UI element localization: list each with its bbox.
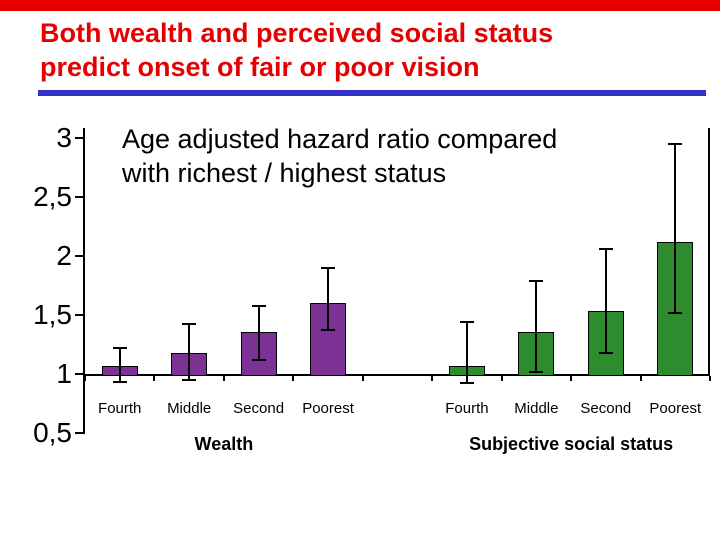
plot-right-border-line (708, 128, 710, 376)
error-bar-cap (182, 378, 197, 381)
error-bar-cap (321, 266, 336, 269)
error-bar-line (118, 348, 121, 383)
slide-title-line-1: Both wealth and perceived social status (40, 18, 554, 48)
x-axis-tick (570, 376, 573, 381)
error-bar-cap (251, 304, 266, 307)
top-red-bar (0, 0, 720, 11)
slide-title: Both wealth and perceived social status … (40, 16, 553, 84)
group-label: Subjective social status (469, 434, 674, 454)
chart-annotation-line-2: with richest / highest status (122, 158, 447, 188)
error-bar-line (188, 324, 191, 380)
category-label: Middle (167, 400, 212, 417)
x-axis-tick (153, 376, 156, 381)
error-bar-cap (668, 311, 683, 314)
slide-title-line-2: predict onset of fair or poor vision (40, 52, 480, 82)
error-bar-line (604, 248, 607, 353)
y-axis-tick (75, 432, 83, 434)
category-label: Poorest (302, 400, 354, 417)
x-axis-tick (431, 376, 434, 381)
y-tick-label: 2,5 (33, 181, 72, 212)
error-bar-cap (459, 321, 474, 324)
error-bar-cap (112, 347, 127, 350)
y-axis-line (83, 128, 85, 434)
group-label: Wealth (194, 434, 254, 454)
error-bar-cap (251, 358, 266, 361)
y-axis-tick (75, 255, 83, 257)
x-axis-tick (709, 376, 711, 381)
x-axis-line (83, 374, 710, 376)
x-axis-tick (361, 376, 364, 381)
y-tick-label: 1,5 (33, 299, 72, 330)
error-bar-cap (321, 329, 336, 332)
x-axis-tick (500, 376, 503, 381)
error-bar-cap (529, 370, 544, 373)
category-label: Second (580, 400, 632, 417)
chart-annotation-line-1: Age adjusted hazard ratio compared (122, 124, 558, 154)
error-bar-line (257, 305, 260, 360)
y-tick-label: 1 (56, 358, 72, 389)
category-label: Fourth (98, 400, 142, 417)
error-bar-cap (182, 323, 197, 326)
category-label: Poorest (649, 400, 702, 417)
y-tick-label: 0,5 (33, 417, 72, 448)
x-axis-tick (292, 376, 295, 381)
error-bar-cap (598, 247, 613, 250)
y-axis-tick (75, 373, 83, 375)
category-label: Second (233, 400, 285, 417)
error-bar-line (535, 280, 538, 372)
title-underline (38, 90, 706, 96)
y-axis-tick (75, 314, 83, 316)
chart-annotation: Age adjusted hazard ratio compared with … (122, 122, 557, 190)
y-axis-tick (75, 196, 83, 198)
error-bar-cap (529, 279, 544, 282)
y-tick-label: 2 (56, 240, 72, 271)
error-bar-cap (598, 351, 613, 354)
y-axis-tick (75, 137, 83, 139)
error-bar-line (465, 322, 468, 384)
x-axis-tick (639, 376, 642, 381)
bar (310, 303, 347, 376)
category-label: Fourth (445, 400, 489, 417)
error-bar-cap (668, 142, 683, 145)
x-axis-tick (84, 376, 86, 381)
error-bar-line (674, 143, 677, 313)
y-tick-label: 3 (56, 122, 72, 153)
category-label: Middle (514, 400, 559, 417)
error-bar-line (327, 267, 330, 331)
error-bar-cap (459, 382, 474, 385)
x-axis-tick (222, 376, 225, 381)
error-bar-cap (112, 381, 127, 384)
